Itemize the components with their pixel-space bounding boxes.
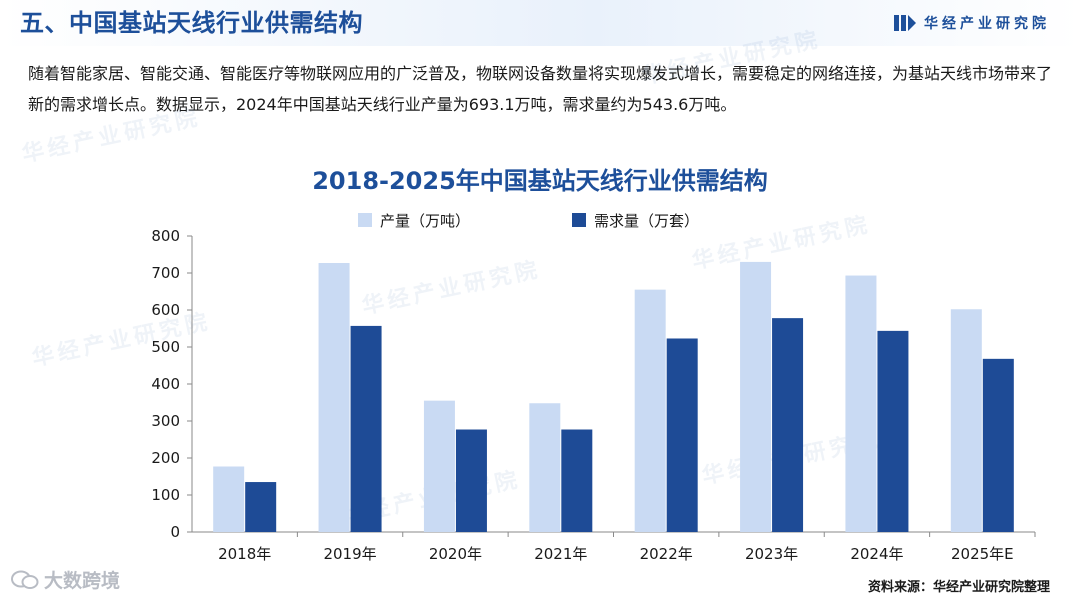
x-tick-label: 2022年 xyxy=(640,545,693,563)
y-tick-label: 700 xyxy=(151,264,180,282)
brand-name: 华经产业研究院 xyxy=(924,16,1050,32)
legend-label-demand: 需求量（万套） xyxy=(594,212,699,230)
bar-production xyxy=(423,400,455,532)
bar-production xyxy=(950,309,982,532)
y-tick-label: 100 xyxy=(151,486,180,504)
y-tick-label: 0 xyxy=(170,523,180,541)
section-title: 五、中国基站天线行业供需结构 xyxy=(20,9,363,37)
x-tick-label: 2018年 xyxy=(218,545,271,563)
watermark-logo: 大数跨境 xyxy=(10,566,120,593)
x-tick-label: 2025年E xyxy=(951,545,1014,563)
legend-label-production: 产量（万吨） xyxy=(380,212,470,230)
watermark-logo-text: 大数跨境 xyxy=(44,570,121,592)
y-tick-label: 400 xyxy=(151,375,180,393)
bar-demand xyxy=(350,325,382,532)
x-tick-label: 2020年 xyxy=(429,545,482,563)
source-note: 资料来源：华经产业研究院整理 xyxy=(867,580,1050,595)
bar-demand xyxy=(982,358,1014,532)
legend-swatch-demand xyxy=(572,213,586,227)
chart-title: 2018-2025年中国基站天线行业供需结构 xyxy=(312,167,768,195)
bar-demand xyxy=(772,318,804,532)
bar-chart: 2018-2025年中国基站天线行业供需结构 产量（万吨） 需求量（万套） 0 1… xyxy=(151,167,1036,563)
x-tick-label: 2021年 xyxy=(534,545,587,563)
bar-production xyxy=(740,261,772,532)
bar-production xyxy=(845,275,877,532)
bar-production xyxy=(213,466,245,532)
bar-production xyxy=(318,263,350,532)
bar-demand xyxy=(877,330,909,532)
x-tick-label: 2019年 xyxy=(323,545,376,563)
x-tick-label: 2024年 xyxy=(850,545,903,563)
x-tick-label: 2023年 xyxy=(745,545,798,563)
bar-demand xyxy=(561,429,593,532)
chart-legend: 产量（万吨） 需求量（万套） xyxy=(358,212,699,230)
wechat-icon xyxy=(11,570,39,589)
brand-logo-icon xyxy=(894,15,916,31)
header-bar xyxy=(0,0,1080,46)
bar-demand xyxy=(455,429,487,532)
bar-demand xyxy=(666,338,698,532)
bars xyxy=(213,261,1014,532)
y-tick-label: 800 xyxy=(151,227,180,245)
legend-swatch-production xyxy=(358,213,372,227)
y-tick-label: 200 xyxy=(151,449,180,467)
bar-production xyxy=(529,403,561,532)
y-tick-label: 300 xyxy=(151,412,180,430)
bar-production xyxy=(634,289,666,532)
x-axis: 2018年 2019年 2020年 2021年 2022年 2023年 2024年 2025年… xyxy=(192,531,1036,563)
brand: 华经产业研究院 xyxy=(894,12,1050,34)
y-axis: 0 100 200 300 400 500 600 700 800 xyxy=(151,227,193,541)
y-tick-label: 500 xyxy=(151,338,180,356)
y-tick-label: 600 xyxy=(151,301,180,319)
intro-paragraph: 随着智能家居、智能交通、智能医疗等物联网应用的广泛普及，物联网设备数量将实现爆发… xyxy=(28,64,1053,114)
bar-demand xyxy=(245,482,277,532)
